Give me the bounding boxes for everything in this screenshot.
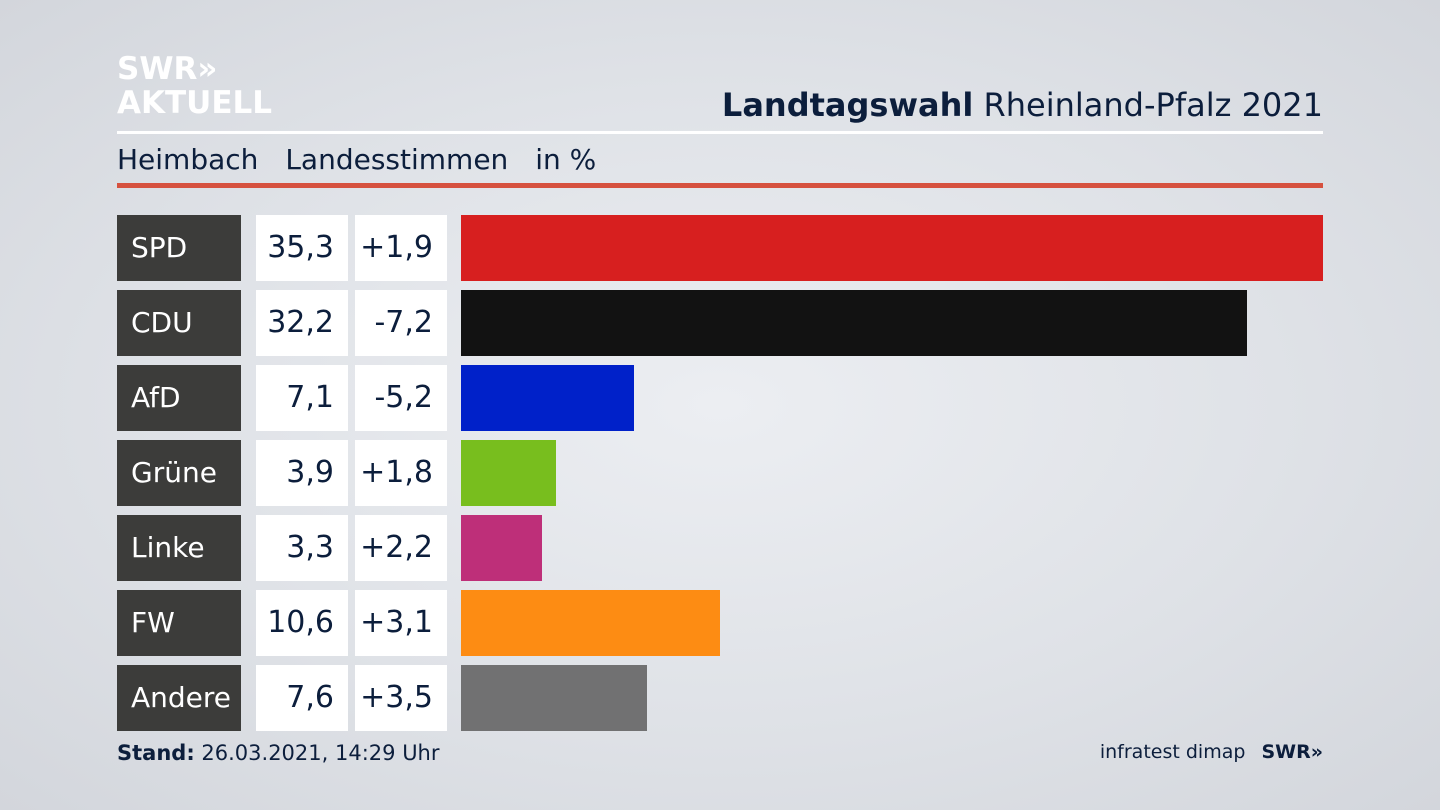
vote-share-label: 35,3	[256, 215, 348, 281]
change-label: -7,2	[355, 290, 447, 356]
subheader-place: Heimbach	[117, 143, 259, 176]
party-label: FW	[117, 590, 241, 656]
swr-aktuell-logo: SWR» AKTUELL	[117, 54, 272, 119]
vote-share-label: 7,6	[256, 665, 348, 731]
title-rest: Rheinland-Pfalz 2021	[983, 86, 1323, 124]
swr-brand: SWR»	[1261, 741, 1323, 763]
bar	[461, 590, 720, 656]
change-label: +2,2	[355, 515, 447, 581]
vote-share-label: 10,6	[256, 590, 348, 656]
party-label: Linke	[117, 515, 241, 581]
source-name: infratest dimap	[1099, 741, 1246, 763]
change-label: +1,8	[355, 440, 447, 506]
bar	[461, 665, 647, 731]
bar	[461, 515, 542, 581]
vote-share-label: 7,1	[256, 365, 348, 431]
vote-share-label: 32,2	[256, 290, 348, 356]
bar	[461, 290, 1247, 356]
subheader-unit: in %	[535, 143, 597, 176]
bar	[461, 215, 1323, 281]
party-label: CDU	[117, 290, 241, 356]
change-label: +1,9	[355, 215, 447, 281]
title-bold: Landtagswahl	[721, 86, 974, 124]
timestamp: Stand: 26.03.2021, 14:29 Uhr	[117, 741, 440, 765]
page-title: Landtagswahl Rheinland-Pfalz 2021	[722, 86, 1323, 124]
vote-share-label: 3,3	[256, 515, 348, 581]
vote-share-label: 3,9	[256, 440, 348, 506]
source-credit: infratest dimap SWR»	[1100, 741, 1323, 763]
bar	[461, 365, 634, 431]
chart-subheader: Heimbach Landesstimmen in %	[117, 143, 614, 176]
accent-divider	[117, 183, 1323, 188]
header-divider	[117, 131, 1323, 134]
party-label: Andere	[117, 665, 241, 731]
party-label: AfD	[117, 365, 241, 431]
logo-line-aktuell: AKTUELL	[117, 85, 273, 121]
stand-value: 26.03.2021, 14:29 Uhr	[201, 741, 440, 765]
change-label: +3,1	[355, 590, 447, 656]
change-label: -5,2	[355, 365, 447, 431]
party-label: SPD	[117, 215, 241, 281]
change-label: +3,5	[355, 665, 447, 731]
stand-label: Stand:	[117, 741, 195, 765]
party-label: Grüne	[117, 440, 241, 506]
bar	[461, 440, 556, 506]
logo-line-swr: SWR»	[117, 51, 218, 87]
subheader-type: Landesstimmen	[285, 143, 509, 176]
